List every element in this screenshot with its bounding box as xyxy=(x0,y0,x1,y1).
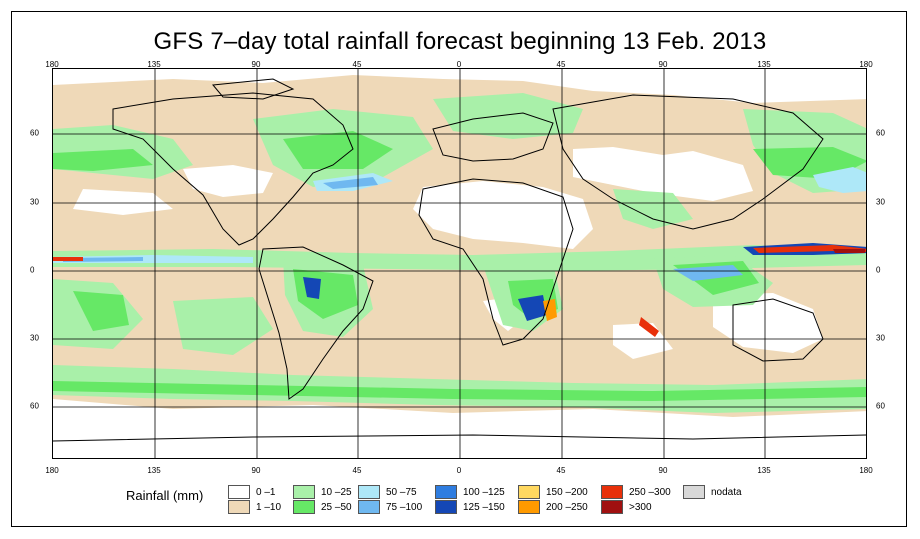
north-america-outline xyxy=(112,92,354,246)
legend-swatch-25-50 xyxy=(293,500,315,514)
lat-tick-left-5: 60 xyxy=(30,401,39,411)
lon-tick-bottom-8: 135 xyxy=(757,466,771,475)
australia-outline xyxy=(732,298,824,362)
lat-tick-right-5: 60 xyxy=(876,401,885,411)
legend-label-10-25: 10 –25 xyxy=(321,487,352,498)
lon-tick-bottom-7: 90 xyxy=(658,466,668,475)
legend-swatch-over-300 xyxy=(601,500,623,514)
legend-label-25-50: 25 –50 xyxy=(321,502,352,513)
lat-tick-left-4: 30 xyxy=(30,333,39,343)
lon-tick-bottom-3: 90 xyxy=(251,466,261,475)
legend-label-1-10: 1 –10 xyxy=(256,502,282,513)
lon-tick-top-8: 135 xyxy=(757,60,771,69)
legend-swatch-200-250 xyxy=(518,500,540,514)
lon-tick-top-6: 45 xyxy=(556,60,566,69)
lat-tick-right-1: 60 xyxy=(876,128,885,138)
legend-label-50-75: 50 –75 xyxy=(386,487,417,498)
legend-label-nodata: nodata xyxy=(711,487,742,498)
rain-over-250-regions xyxy=(53,245,866,337)
lon-tick-bottom-6: 45 xyxy=(556,466,566,475)
legend-label-200-250: 200 –250 xyxy=(546,502,588,513)
legend-swatch-100-125 xyxy=(435,485,457,499)
lon-tick-top-5: 0 xyxy=(456,60,462,69)
lat-tick-right-3: 0 xyxy=(876,265,881,275)
lon-tick-bottom-5: 0 xyxy=(456,466,462,475)
lon-tick-bottom-4: 45 xyxy=(352,466,362,475)
legend-swatch-250-300 xyxy=(601,485,623,499)
asia-outline xyxy=(552,94,824,230)
legend-swatch-50-75 xyxy=(358,485,380,499)
lon-tick-top-1: 180 xyxy=(45,60,59,69)
lat-tick-right-2: 30 xyxy=(876,197,885,207)
europe-outline xyxy=(432,112,554,162)
legend-swatch-nodata xyxy=(683,485,705,499)
legend-swatch-75-100 xyxy=(358,500,380,514)
lon-tick-top-7: 90 xyxy=(658,60,668,69)
legend-swatch-125-150 xyxy=(435,500,457,514)
legend-label-75-100: 75 –100 xyxy=(386,502,423,513)
legend-label-over-300: >300 xyxy=(629,502,652,513)
lon-tick-top-4: 45 xyxy=(352,60,362,69)
antarctica-outline xyxy=(53,434,866,442)
africa-outline xyxy=(418,178,574,346)
lon-tick-bottom-9: 180 xyxy=(859,466,873,475)
legend-swatch-150-200 xyxy=(518,485,540,499)
figure-frame xyxy=(11,11,907,527)
rainfall-map-svg xyxy=(53,69,866,458)
legend-label-125-150: 125 –150 xyxy=(463,502,505,513)
legend-label-150-200: 150 –200 xyxy=(546,487,588,498)
lat-tick-left-3: 0 xyxy=(30,265,35,275)
legend-swatch-1-10 xyxy=(228,500,250,514)
lon-tick-bottom-2: 135 xyxy=(147,466,161,475)
lon-tick-top-3: 90 xyxy=(251,60,261,69)
graticule-grid xyxy=(53,69,866,458)
legend-swatch-0-1 xyxy=(228,485,250,499)
lat-tick-left-2: 30 xyxy=(30,197,39,207)
map-title: GFS 7–day total rainfall forecast beginn… xyxy=(153,28,767,55)
legend-label-100-125: 100 –125 xyxy=(463,487,505,498)
continent-outlines xyxy=(53,78,866,442)
lat-tick-left-1: 60 xyxy=(30,128,39,138)
legend-title: Rainfall (mm) xyxy=(126,488,204,503)
lon-tick-top-2: 135 xyxy=(147,60,161,69)
lon-tick-bottom-1: 180 xyxy=(45,466,59,475)
greenland-outline xyxy=(212,78,295,100)
rainfall-map xyxy=(52,68,867,459)
legend-label-250-300: 250 –300 xyxy=(629,487,671,498)
lat-tick-right-4: 30 xyxy=(876,333,885,343)
lon-tick-top-9: 180 xyxy=(859,60,873,69)
legend-swatch-10-25 xyxy=(293,485,315,499)
legend-label-0-1: 0 –1 xyxy=(256,487,276,498)
south-america-outline xyxy=(258,246,374,400)
